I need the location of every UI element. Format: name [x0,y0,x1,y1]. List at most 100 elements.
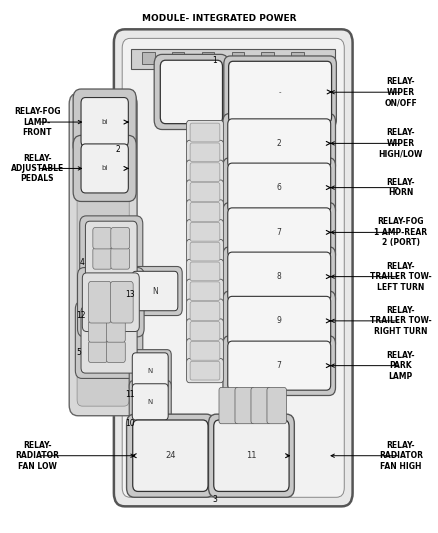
FancyBboxPatch shape [81,98,128,147]
Text: 11: 11 [125,390,134,399]
FancyBboxPatch shape [190,342,220,360]
Text: RELAY-FOG
LAMP-
FRONT: RELAY-FOG LAMP- FRONT [14,107,60,137]
Bar [142,52,155,64]
Text: RELAY-
TRAILER TOW-
RIGHT TURN: RELAY- TRAILER TOW- RIGHT TURN [370,306,431,336]
FancyBboxPatch shape [122,38,344,497]
FancyBboxPatch shape [214,420,289,491]
FancyBboxPatch shape [190,163,220,182]
Text: -: - [279,89,281,95]
Text: RELAY-
ADJUSTABLE
PEDALS: RELAY- ADJUSTABLE PEDALS [11,154,64,183]
FancyBboxPatch shape [187,279,223,303]
FancyBboxPatch shape [88,321,107,342]
FancyBboxPatch shape [114,29,353,506]
FancyBboxPatch shape [228,119,331,168]
Bar [261,52,274,64]
Text: 24: 24 [165,451,176,460]
FancyBboxPatch shape [127,414,214,497]
FancyBboxPatch shape [223,203,336,262]
FancyBboxPatch shape [129,381,171,423]
FancyBboxPatch shape [223,114,336,173]
Text: N: N [152,287,158,295]
FancyBboxPatch shape [93,228,112,249]
FancyBboxPatch shape [229,61,332,123]
FancyBboxPatch shape [81,144,128,193]
Text: 2: 2 [116,145,120,154]
Text: 13: 13 [125,290,134,298]
Text: RELAY-
WIPER
ON/OFF: RELAY- WIPER ON/OFF [385,77,417,107]
FancyBboxPatch shape [187,220,223,244]
FancyBboxPatch shape [190,302,220,320]
FancyBboxPatch shape [73,89,136,155]
FancyBboxPatch shape [85,221,137,280]
FancyBboxPatch shape [160,60,223,124]
FancyBboxPatch shape [81,306,137,373]
FancyBboxPatch shape [77,103,129,406]
FancyBboxPatch shape [187,299,223,323]
Text: RELAY-FOG
1 AMP-REAR
2 (PORT): RELAY-FOG 1 AMP-REAR 2 (PORT) [374,217,427,247]
FancyBboxPatch shape [267,387,286,424]
FancyBboxPatch shape [223,291,336,351]
FancyBboxPatch shape [133,420,208,491]
FancyBboxPatch shape [88,281,111,323]
FancyBboxPatch shape [219,387,238,424]
Text: 2: 2 [277,139,282,148]
FancyBboxPatch shape [69,93,137,416]
Text: N: N [148,399,153,405]
FancyBboxPatch shape [228,341,331,390]
FancyBboxPatch shape [228,208,331,257]
Text: RELAY-
PARK
LAMP: RELAY- PARK LAMP [386,351,415,381]
Text: 7: 7 [277,361,282,370]
FancyBboxPatch shape [187,239,223,264]
FancyBboxPatch shape [75,301,143,378]
FancyBboxPatch shape [190,321,220,341]
FancyBboxPatch shape [187,160,223,184]
FancyBboxPatch shape [190,183,220,201]
FancyBboxPatch shape [223,336,336,395]
FancyBboxPatch shape [190,123,220,142]
Bar [131,49,335,69]
FancyBboxPatch shape [154,54,229,130]
Bar [232,52,244,64]
Bar [291,52,304,64]
FancyBboxPatch shape [106,321,125,342]
Text: 10: 10 [125,419,134,427]
FancyBboxPatch shape [111,248,130,269]
Text: N: N [148,368,153,374]
FancyBboxPatch shape [187,260,223,284]
Text: 11: 11 [246,451,257,460]
Text: 4: 4 [80,258,85,266]
Bar [172,52,184,64]
FancyBboxPatch shape [190,203,220,221]
FancyBboxPatch shape [111,228,130,249]
FancyBboxPatch shape [223,247,336,306]
Text: RELAY-
HORN: RELAY- HORN [386,178,415,197]
FancyBboxPatch shape [187,359,223,383]
Bar [202,52,214,64]
Text: RELAY-
RADIATOR
FAN LOW: RELAY- RADIATOR FAN LOW [15,441,59,471]
Text: RELAY-
WIPER
HIGH/LOW: RELAY- WIPER HIGH/LOW [378,128,423,158]
FancyBboxPatch shape [228,296,331,345]
Text: 3: 3 [212,495,217,504]
FancyBboxPatch shape [187,120,223,144]
Text: MODULE- INTEGRATED POWER: MODULE- INTEGRATED POWER [142,14,296,23]
FancyBboxPatch shape [78,268,144,337]
FancyBboxPatch shape [106,341,125,362]
Text: bi: bi [102,165,108,172]
FancyBboxPatch shape [187,319,223,343]
FancyBboxPatch shape [132,384,168,420]
FancyBboxPatch shape [235,387,254,424]
FancyBboxPatch shape [88,341,107,362]
FancyBboxPatch shape [224,56,336,128]
Text: RELAY-
TRAILER TOW-
LEFT TURN: RELAY- TRAILER TOW- LEFT TURN [370,262,431,292]
Text: 8: 8 [277,272,282,281]
Text: 12: 12 [76,311,85,320]
FancyBboxPatch shape [80,216,143,285]
FancyBboxPatch shape [190,222,220,241]
FancyBboxPatch shape [187,339,223,363]
FancyBboxPatch shape [190,282,220,301]
FancyBboxPatch shape [190,262,220,281]
FancyBboxPatch shape [251,387,270,424]
FancyBboxPatch shape [228,252,331,301]
Text: 5: 5 [76,349,81,357]
FancyBboxPatch shape [190,361,220,380]
